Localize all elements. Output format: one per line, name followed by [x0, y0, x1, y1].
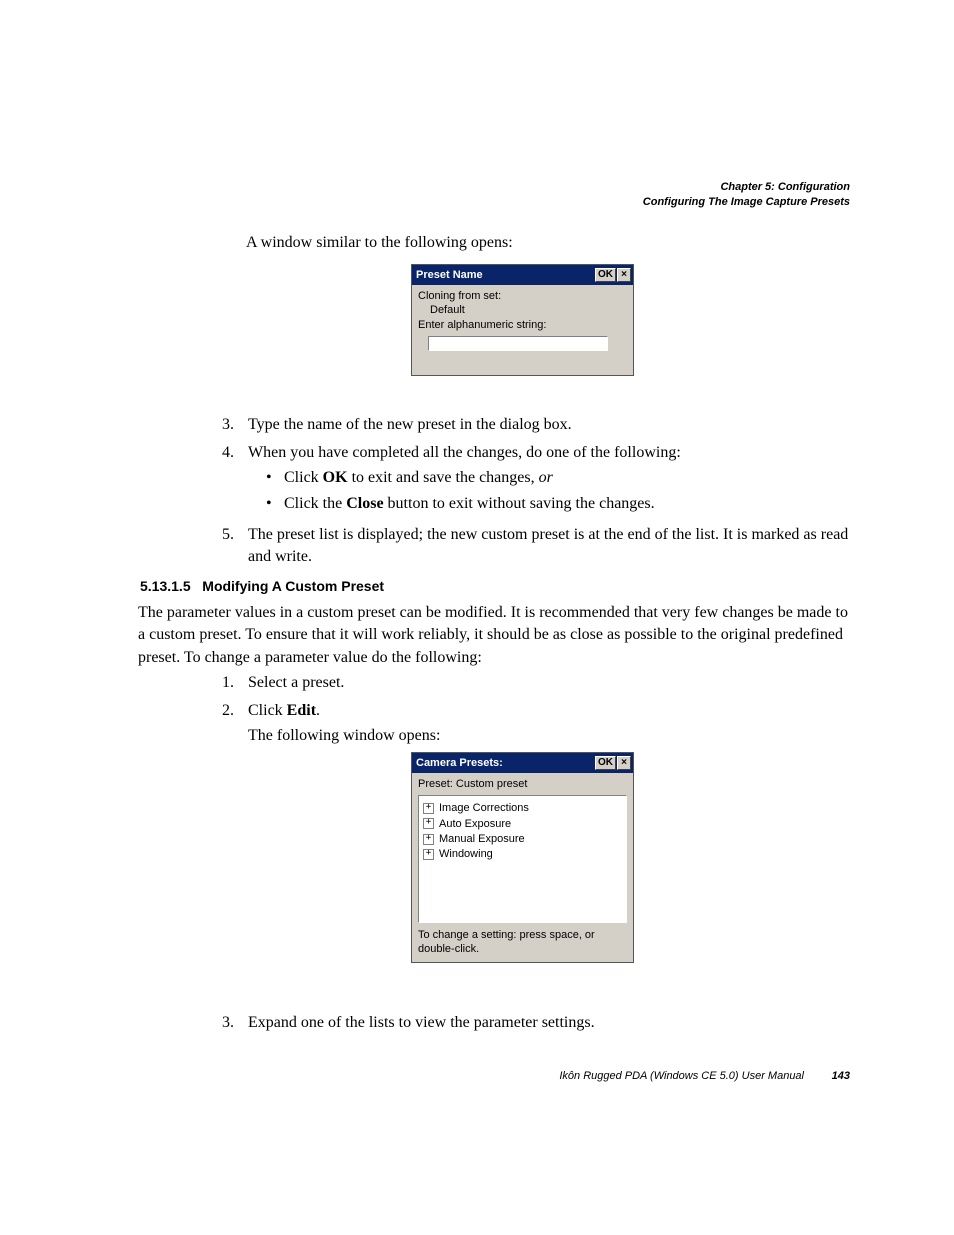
step-number: 3.: [222, 1012, 248, 1034]
dialog-titlebar: Preset Name OK ×: [412, 265, 633, 285]
step-text: Type the name of the new preset in the d…: [248, 414, 854, 436]
steps-list-3: 3. Expand one of the lists to view the p…: [222, 1012, 854, 1040]
footer-manual-name: Ikôn Rugged PDA (Windows CE 5.0) User Ma…: [559, 1070, 804, 1082]
tree-item[interactable]: + Auto Exposure: [423, 817, 622, 831]
ok-button[interactable]: OK: [595, 268, 616, 282]
section-title: Modifying A Custom Preset: [202, 578, 384, 594]
tree-item-label: Auto Exposure: [439, 817, 511, 831]
bullet-icon: •: [266, 493, 284, 515]
step-number: 2.: [222, 700, 248, 747]
steps-list-1: 3. Type the name of the new preset in th…: [222, 414, 854, 574]
tree-item[interactable]: + Image Corrections: [423, 801, 622, 815]
tree-item-label: Image Corrections: [439, 801, 529, 815]
preset-label: Preset: Custom preset: [418, 777, 627, 791]
settings-tree: + Image Corrections + Auto Exposure + Ma…: [418, 795, 627, 923]
step-text: Select a preset.: [248, 672, 854, 694]
ok-button[interactable]: OK: [595, 756, 616, 770]
step-number: 1.: [222, 672, 248, 694]
header-chapter: Chapter 5: Configuration: [643, 180, 850, 195]
tree-item-label: Windowing: [439, 847, 493, 861]
expand-icon[interactable]: +: [423, 818, 434, 829]
step-text: The preset list is displayed; the new cu…: [248, 524, 854, 567]
section-number: 5.13.1.5: [140, 578, 191, 594]
running-header: Chapter 5: Configuration Configuring The…: [643, 180, 850, 211]
step-text: Click Edit. The following window opens:: [248, 700, 854, 747]
clone-value: Default: [418, 303, 627, 317]
section-heading: 5.13.1.5 Modifying A Custom Preset: [140, 578, 384, 594]
steps-list-2: 1. Select a preset. 2. Click Edit. The f…: [222, 672, 854, 753]
section-paragraph: The parameter values in a custom preset …: [138, 602, 854, 669]
preset-name-input[interactable]: [428, 336, 608, 351]
step-number: 3.: [222, 414, 248, 436]
dialog-body: Preset: Custom preset + Image Correction…: [412, 773, 633, 962]
step-number: 4.: [222, 442, 248, 519]
manual-page: Chapter 5: Configuration Configuring The…: [0, 0, 954, 1235]
dialog-titlebar: Camera Presets: OK ×: [412, 753, 633, 773]
close-button[interactable]: ×: [617, 268, 631, 282]
followup-text: The following window opens:: [248, 725, 854, 747]
footer-page-number: 143: [832, 1070, 850, 1082]
tree-item[interactable]: + Windowing: [423, 847, 622, 861]
header-section: Configuring The Image Capture Presets: [643, 195, 850, 210]
close-button[interactable]: ×: [617, 756, 631, 770]
expand-icon[interactable]: +: [423, 849, 434, 860]
step-text: Expand one of the lists to view the para…: [248, 1012, 854, 1034]
preset-name-dialog: Preset Name OK × Cloning from set: Defau…: [411, 264, 634, 376]
dialog-title: Camera Presets:: [416, 757, 594, 769]
step-number: 5.: [222, 524, 248, 567]
expand-icon[interactable]: +: [423, 803, 434, 814]
bullet-icon: •: [266, 467, 284, 489]
dialog-body: Cloning from set: Default Enter alphanum…: [412, 285, 633, 375]
camera-presets-dialog: Camera Presets: OK × Preset: Custom pres…: [411, 752, 634, 963]
intro-text: A window similar to the following opens:: [246, 234, 513, 252]
dialog-hint: To change a setting: press space, or dou…: [418, 929, 627, 955]
input-label: Enter alphanumeric string:: [418, 318, 627, 332]
tree-item-label: Manual Exposure: [439, 832, 525, 846]
expand-icon[interactable]: +: [423, 834, 434, 845]
clone-label: Cloning from set:: [418, 289, 627, 303]
bullet-text: Click the Close button to exit without s…: [284, 493, 854, 515]
bullet-text: Click OK to exit and save the changes, o…: [284, 467, 854, 489]
step-text: When you have completed all the changes,…: [248, 442, 854, 519]
dialog-title: Preset Name: [416, 269, 594, 281]
tree-item[interactable]: + Manual Exposure: [423, 832, 622, 846]
